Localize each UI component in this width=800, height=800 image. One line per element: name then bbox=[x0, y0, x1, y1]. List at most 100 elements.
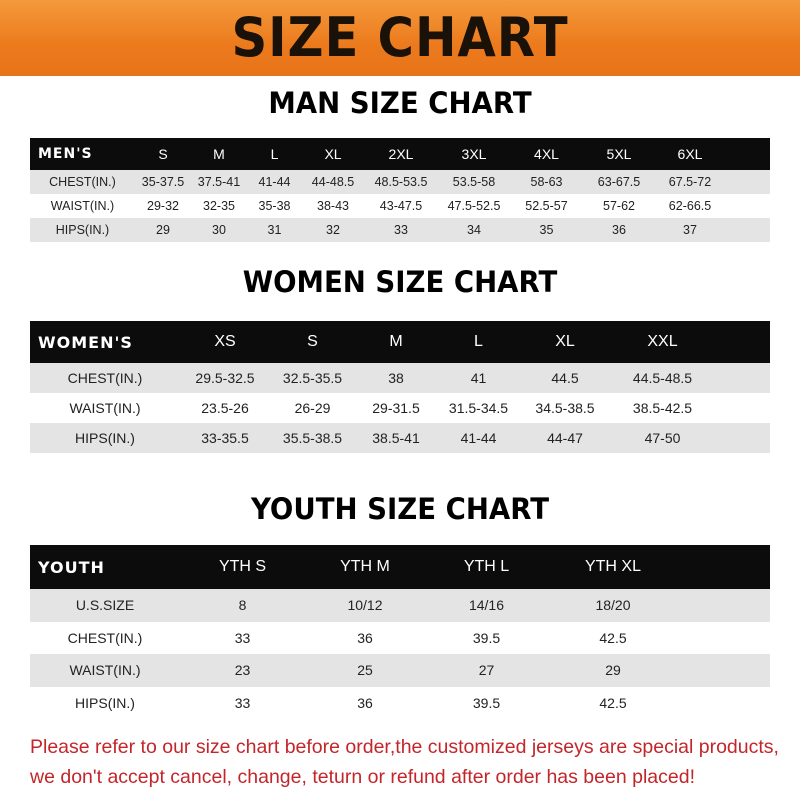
size-cell: 32-35 bbox=[191, 194, 247, 218]
size-cell: 58-63 bbox=[510, 170, 583, 194]
size-cell: 44-47 bbox=[520, 423, 610, 453]
size-cell: 37.5-41 bbox=[191, 170, 247, 194]
row-label: WAIST(IN.) bbox=[30, 393, 180, 423]
size-cell: 3XL bbox=[438, 138, 510, 170]
disclaimer-line-1: Please refer to our size chart before or… bbox=[30, 736, 779, 758]
disclaimer-line-2: we don't accept cancel, change, teturn o… bbox=[30, 766, 695, 788]
men-size-table: MEN'S S M L XL 2XL 3XL 4XL 5XL 6XL CHEST(IN.) 35-37… bbox=[30, 138, 770, 242]
row-label: CHEST(IN.) bbox=[30, 621, 180, 654]
size-cell: 41-44 bbox=[247, 170, 302, 194]
size-cell: 41-44 bbox=[437, 423, 520, 453]
size-cell: 36 bbox=[305, 621, 425, 654]
women-size-table: WOMEN'S XS S M L XL XXL CHEST(IN.) 29.5-32.5 32.5… bbox=[30, 321, 770, 453]
size-cell: 31 bbox=[247, 218, 302, 242]
banner: SIZE CHART bbox=[0, 0, 800, 76]
table-row: WAIST(IN.) 29-32 32-35 35-38 38-43 43-47.5 47.… bbox=[30, 194, 770, 218]
size-cell: L bbox=[437, 321, 520, 363]
size-cell: 33 bbox=[364, 218, 438, 242]
size-cell: 41 bbox=[437, 363, 520, 393]
size-cell: 26-29 bbox=[270, 393, 355, 423]
size-cell: 8 bbox=[180, 589, 305, 622]
size-cell: L bbox=[247, 138, 302, 170]
size-cell: 53.5-58 bbox=[438, 170, 510, 194]
table-row: CHEST(IN.) 33 36 39.5 42.5 bbox=[30, 621, 770, 654]
row-label: HIPS(IN.) bbox=[30, 218, 135, 242]
size-cell: XL bbox=[520, 321, 610, 363]
size-cell: 23.5-26 bbox=[180, 393, 270, 423]
size-cell: 14/16 bbox=[425, 589, 548, 622]
empty-cell bbox=[678, 686, 770, 719]
size-cell: 34.5-38.5 bbox=[520, 393, 610, 423]
size-cell: 32 bbox=[302, 218, 364, 242]
size-cell: 47.5-52.5 bbox=[438, 194, 510, 218]
row-label: HIPS(IN.) bbox=[30, 686, 180, 719]
table-row: HIPS(IN.) 33 36 39.5 42.5 bbox=[30, 686, 770, 719]
size-cell: 44.5 bbox=[520, 363, 610, 393]
size-cell: 43-47.5 bbox=[364, 194, 438, 218]
size-cell: YTH L bbox=[425, 545, 548, 589]
size-cell: 18/20 bbox=[548, 589, 678, 622]
empty-cell bbox=[678, 589, 770, 622]
size-cell: 23 bbox=[180, 654, 305, 687]
row-label: MEN'S bbox=[30, 138, 135, 170]
empty-cell bbox=[715, 423, 770, 453]
empty-cell bbox=[725, 170, 770, 194]
size-cell: 29-31.5 bbox=[355, 393, 437, 423]
table-row: HIPS(IN.) 29 30 31 32 33 34 35 36 37 bbox=[30, 218, 770, 242]
size-cell: 29 bbox=[548, 654, 678, 687]
size-cell: 29.5-32.5 bbox=[180, 363, 270, 393]
size-cell: 37 bbox=[655, 218, 725, 242]
size-cell: 32.5-35.5 bbox=[270, 363, 355, 393]
size-cell: 30 bbox=[191, 218, 247, 242]
size-cell: 48.5-53.5 bbox=[364, 170, 438, 194]
size-cell: 5XL bbox=[583, 138, 655, 170]
row-label: HIPS(IN.) bbox=[30, 423, 180, 453]
size-cell: 44.5-48.5 bbox=[610, 363, 715, 393]
empty-cell bbox=[715, 363, 770, 393]
size-cell: 42.5 bbox=[548, 621, 678, 654]
size-cell: 36 bbox=[305, 686, 425, 719]
size-cell: 47-50 bbox=[610, 423, 715, 453]
table-row: CHEST(IN.) 35-37.5 37.5-41 41-44 44-48.5 48.5… bbox=[30, 170, 770, 194]
size-cell: 39.5 bbox=[425, 621, 548, 654]
row-label: CHEST(IN.) bbox=[30, 170, 135, 194]
row-label: U.S.SIZE bbox=[30, 589, 180, 622]
table-row: CHEST(IN.) 29.5-32.5 32.5-35.5 38 41 44.5 44.5… bbox=[30, 363, 770, 393]
size-cell: 36 bbox=[583, 218, 655, 242]
size-cell: YTH XL bbox=[548, 545, 678, 589]
women-section-title: WOMEN SIZE CHART bbox=[242, 265, 558, 299]
size-cell: 25 bbox=[305, 654, 425, 687]
empty-cell bbox=[715, 393, 770, 423]
empty-cell bbox=[725, 218, 770, 242]
size-cell: 39.5 bbox=[425, 686, 548, 719]
table-row: U.S.SIZE 8 10/12 14/16 18/20 bbox=[30, 589, 770, 622]
size-cell: YTH S bbox=[180, 545, 305, 589]
size-cell: 33 bbox=[180, 686, 305, 719]
empty-cell bbox=[678, 654, 770, 687]
size-cell: 67.5-72 bbox=[655, 170, 725, 194]
row-label: CHEST(IN.) bbox=[30, 363, 180, 393]
row-label: WAIST(IN.) bbox=[30, 194, 135, 218]
size-cell: 35 bbox=[510, 218, 583, 242]
size-cell: 10/12 bbox=[305, 589, 425, 622]
size-cell: 29 bbox=[135, 218, 191, 242]
size-cell: 63-67.5 bbox=[583, 170, 655, 194]
size-cell: 2XL bbox=[364, 138, 438, 170]
size-cell: S bbox=[135, 138, 191, 170]
size-cell: S bbox=[270, 321, 355, 363]
table-header-row: MEN'S S M L XL 2XL 3XL 4XL 5XL 6XL bbox=[30, 138, 770, 170]
row-label: YOUTH bbox=[30, 545, 180, 589]
size-cell: 38.5-41 bbox=[355, 423, 437, 453]
size-cell: 52.5-57 bbox=[510, 194, 583, 218]
page-title: SIZE CHART bbox=[231, 6, 569, 69]
row-label: WAIST(IN.) bbox=[30, 654, 180, 687]
size-cell: 35.5-38.5 bbox=[270, 423, 355, 453]
men-section-title: MAN SIZE CHART bbox=[268, 86, 532, 120]
size-cell: M bbox=[191, 138, 247, 170]
empty-cell bbox=[715, 321, 770, 363]
size-cell: 35-38 bbox=[247, 194, 302, 218]
size-cell: 31.5-34.5 bbox=[437, 393, 520, 423]
size-cell: 42.5 bbox=[548, 686, 678, 719]
size-cell: 57-62 bbox=[583, 194, 655, 218]
size-cell: YTH M bbox=[305, 545, 425, 589]
